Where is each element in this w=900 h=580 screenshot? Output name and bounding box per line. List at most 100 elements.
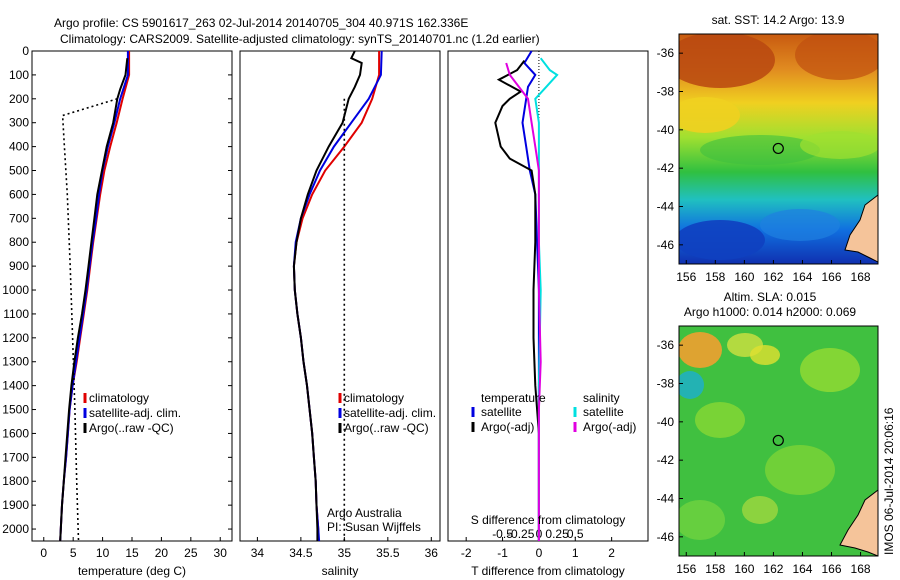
- legend-label: climatology: [89, 391, 149, 405]
- map-x-tick-label: 166: [822, 270, 842, 284]
- map-x-tick-label: 162: [763, 562, 783, 576]
- x-tick-label: 0: [536, 546, 543, 560]
- depth-tick-label: 1600: [2, 426, 29, 440]
- map-x-tick-label: 164: [792, 270, 812, 284]
- depth-tick-label: 200: [9, 92, 29, 106]
- depth-tick-label: 1400: [2, 379, 29, 393]
- depth-tick-label: 1300: [2, 355, 29, 369]
- map-x-tick-label: 160: [734, 562, 754, 576]
- sst-map-frame: [678, 33, 879, 265]
- depth-tick-label: 2000: [2, 522, 29, 536]
- temperature-axes-frame: [31, 50, 233, 542]
- map-y-tick-label: -46: [657, 530, 675, 544]
- x-tick-label: 34.5: [289, 546, 313, 560]
- x-tick-label: 34: [251, 546, 265, 560]
- pi-label: PI: Susan Wijffels: [327, 520, 421, 534]
- series-line: [494, 59, 540, 541]
- sst-map-panel: sat. SST: 14.2 Argo: 13.9 156 158 160 162 16…: [657, 13, 879, 284]
- x-tick-label: 0: [40, 546, 47, 560]
- series-line: [505, 62, 542, 541]
- sst-map-title: sat. SST: 14.2 Argo: 13.9: [712, 13, 845, 27]
- x-tick-label: 35: [338, 546, 352, 560]
- legend-label: climatology: [344, 391, 404, 405]
- salinity-x-label: salinity: [322, 564, 359, 578]
- salinity-panel: 34 34.5 35 35.5 36 salinity climatologysatel…: [239, 50, 441, 578]
- sst-map-axes: 156 158 160 162 164 166 168 -36 -38 -40 -42 -44 -46: [657, 46, 871, 284]
- depth-tick-label: 1000: [2, 283, 29, 297]
- map-x-tick-label: 156: [676, 562, 696, 576]
- x-tick-label: 10: [96, 546, 110, 560]
- temperature-panel: 0100200300400500600700800900100011001200…: [2, 44, 233, 578]
- salinity-difference-x-label: S difference from climatology: [471, 513, 626, 527]
- map-y-tick-label: -46: [657, 238, 675, 252]
- x-tick-label-secondary: -0.5: [492, 527, 513, 541]
- sla-field: [679, 326, 878, 556]
- x-tick-label-secondary: 0.25: [545, 527, 569, 541]
- difference-legend: temperature salinitysatelliteArgo(-adj)sa…: [471, 391, 636, 434]
- x-tick-label: 5: [70, 546, 77, 560]
- sla-map-title-line-2: Argo h1000: 0.014 h2000: 0.069: [684, 305, 856, 319]
- depth-tick-label: 1200: [2, 331, 29, 345]
- map-y-tick-label: -38: [657, 377, 675, 391]
- operator-label: Argo Australia: [327, 506, 402, 520]
- map-x-tick-label: 160: [734, 270, 754, 284]
- x-tick-label-secondary: -0.25: [507, 527, 535, 541]
- depth-tick-label: 400: [9, 140, 29, 154]
- x-tick-label: 36: [425, 546, 439, 560]
- temperature-x-axis: 0 5 10 15 20 25 30: [40, 537, 227, 560]
- x-tick-label: -2: [461, 546, 472, 560]
- map-y-tick-label: -42: [657, 161, 675, 175]
- x-tick-label: 25: [184, 546, 198, 560]
- series-line: [292, 50, 363, 541]
- legend-label: Argo(..raw -QC): [89, 421, 174, 435]
- depth-tick-label: 1900: [2, 498, 29, 512]
- x-tick-label: 1: [572, 546, 579, 560]
- depth-tick-label: 1800: [2, 474, 29, 488]
- watermark-label: IMOS 06-Jul-2014 20:06:16: [882, 407, 896, 555]
- legend-label: Argo(-adj): [583, 420, 636, 434]
- sla-map-frame: [678, 325, 879, 557]
- map-y-tick-label: -42: [657, 453, 675, 467]
- figure-title-line-1: Argo profile: CS 5901617_263 02-Jul-2014…: [54, 16, 468, 30]
- legend-label: satellite-adj. clim.: [89, 406, 181, 420]
- map-x-tick-label: 158: [705, 270, 725, 284]
- argo-location-marker-sla: [772, 434, 784, 447]
- legend-heading: temperature: [481, 391, 546, 405]
- map-x-tick-label: 156: [676, 270, 696, 284]
- temperature-x-label: temperature (deg C): [78, 564, 186, 578]
- sla-map-title-line-1: Altim. SLA: 0.015: [724, 290, 817, 304]
- map-y-tick-label: -40: [657, 415, 675, 429]
- map-y-tick-label: -38: [657, 85, 675, 99]
- map-x-tick-label: 168: [851, 270, 871, 284]
- map-y-tick-label: -36: [657, 46, 675, 60]
- salinity-axes-frame: [239, 50, 441, 542]
- legend-label: Argo(-adj): [481, 420, 534, 434]
- figure-title-line-2: Climatology: CARS2009. Satellite-adjuste…: [60, 32, 540, 46]
- sst-field: [679, 34, 878, 264]
- map-y-tick-label: -44: [657, 200, 675, 214]
- x-tick-label: 20: [155, 546, 169, 560]
- x-tick-label-secondary: 0.5: [567, 527, 584, 541]
- map-x-tick-label: 164: [792, 562, 812, 576]
- salinity-x-axis: 34 34.5 35 35.5 36: [251, 537, 439, 560]
- argo-location-marker: [772, 142, 784, 155]
- x-tick-label: 35.5: [376, 546, 400, 560]
- salinity-series: [292, 50, 383, 542]
- legend-label: satellite-adj. clim.: [344, 406, 436, 420]
- depth-tick-label: 700: [9, 211, 29, 225]
- sla-map-panel: Altim. SLA: 0.015 Argo h1000: 0.014 h200…: [657, 290, 879, 576]
- difference-series: [494, 50, 559, 541]
- depth-tick-label: 900: [9, 259, 29, 273]
- difference-axes-frame: [447, 50, 649, 542]
- legend-label: satellite: [481, 405, 522, 419]
- temperature-series: [59, 51, 131, 542]
- x-tick-label: 30: [214, 546, 228, 560]
- x-tick-label: -1: [497, 546, 508, 560]
- x-tick-label: 15: [125, 546, 139, 560]
- legend-heading: salinity: [583, 391, 620, 405]
- depth-tick-label: 800: [9, 235, 29, 249]
